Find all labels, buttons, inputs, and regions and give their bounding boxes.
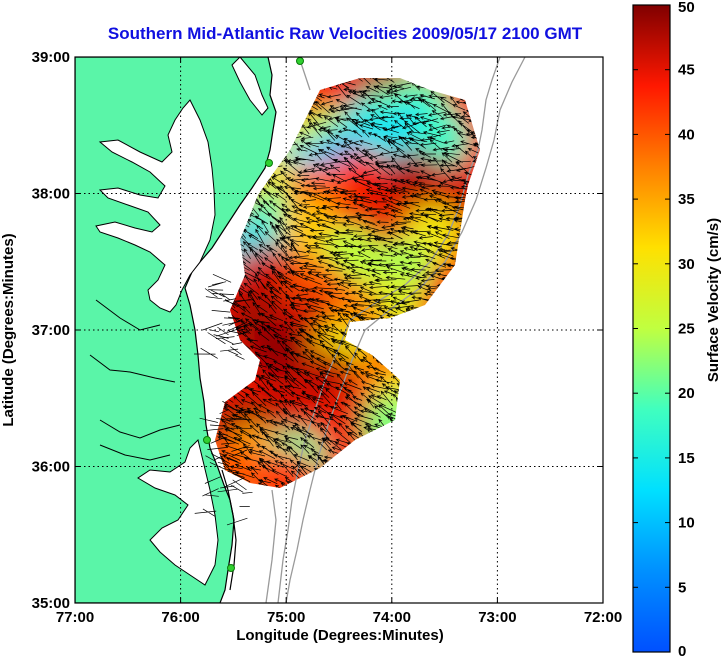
x-tick-labels: 77:00 76:00 75:00 74:00 73:00 72:00 xyxy=(56,609,622,626)
colorbar-tick-label: 15 xyxy=(678,450,695,467)
x-tick-label: 73:00 xyxy=(478,609,516,626)
y-tick-label: 35:00 xyxy=(32,595,70,612)
radar-stations xyxy=(203,57,304,572)
x-tick-label: 75:00 xyxy=(267,609,305,626)
colorbar-tick-label: 30 xyxy=(678,256,695,273)
x-tick-label: 72:00 xyxy=(584,609,622,626)
x-tick-label: 74:00 xyxy=(373,609,411,626)
colorbar-tick-label: 10 xyxy=(678,515,695,532)
delaware-bay xyxy=(231,57,269,116)
y-tick-label: 38:00 xyxy=(32,186,70,203)
colorbar-tick-label: 40 xyxy=(678,126,695,143)
y-axis-label: Latitude (Degrees:Minutes) xyxy=(0,233,17,426)
station-marker xyxy=(296,57,304,65)
colorbar-tick-labels: 0 5 10 15 20 25 30 35 40 45 50 xyxy=(678,0,695,659)
colorbar-tick-label: 20 xyxy=(678,385,695,402)
virginia-rivers xyxy=(89,299,181,461)
pamlico-sound xyxy=(137,439,219,586)
colorbar-tick-label: 0 xyxy=(678,643,686,659)
axis-ticks xyxy=(74,56,604,604)
x-tick-label: 77:00 xyxy=(56,609,94,626)
grid-lines xyxy=(75,57,603,603)
x-tick-label: 76:00 xyxy=(161,609,199,626)
station-marker xyxy=(265,159,273,167)
colorbar-tick-label: 50 xyxy=(678,0,695,16)
colorbar: 0 5 10 15 20 25 30 35 40 45 50 Surface Velocity (c… xyxy=(632,0,722,659)
arrow-vectors-edge xyxy=(193,273,254,526)
colorbar-tick-label: 45 xyxy=(678,62,695,79)
colorbar-tick-label: 35 xyxy=(678,191,695,208)
colorbar-tick-label: 25 xyxy=(678,321,695,338)
station-marker xyxy=(203,436,211,444)
chesapeake-bay xyxy=(95,99,216,313)
colorbar-gradient xyxy=(632,4,671,653)
station-marker xyxy=(227,564,235,572)
y-tick-labels: 35:00 36:00 37:00 38:00 39:00 xyxy=(32,49,70,612)
x-axis-label: Longitude (Degrees:Minutes) xyxy=(236,627,444,644)
arrow-overflow xyxy=(193,273,254,526)
chart-title: Southern Mid-Atlantic Raw Velocities 200… xyxy=(108,24,583,43)
colorbar-label: Surface Velocity (cm/s) xyxy=(705,218,722,382)
colorbar-tick-label: 5 xyxy=(678,579,686,596)
y-tick-label: 36:00 xyxy=(32,459,70,476)
plot-area xyxy=(74,56,604,604)
y-tick-label: 39:00 xyxy=(32,49,70,66)
y-tick-label: 37:00 xyxy=(32,322,70,339)
